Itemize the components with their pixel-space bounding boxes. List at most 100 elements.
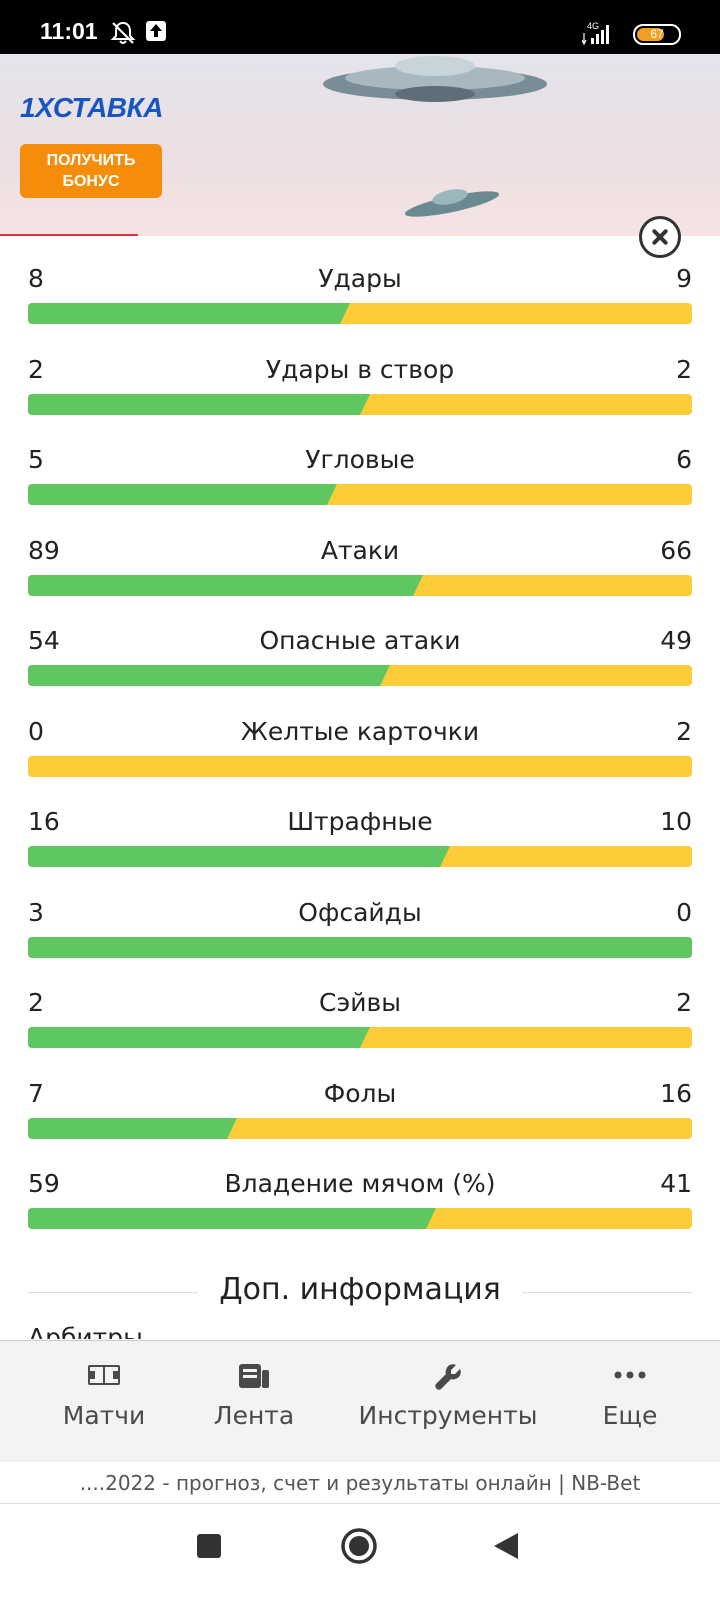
upload-icon [146,21,166,41]
bottom-nav: Матчи Лента Инструменты Еще [0,1340,720,1462]
stat-head: 2 Удары в створ 2 [28,353,692,393]
stat-away-value: 0 [676,897,692,927]
get-bonus-button[interactable]: ПОЛУЧИТЬ БОНУС [20,144,162,198]
stat-home-value: 54 [28,626,60,655]
divider-right [522,1292,692,1293]
home-icon[interactable] [340,1527,378,1565]
stat-label: Фолы [323,1078,397,1108]
get-bonus-line1: ПОЛУЧИТЬ [46,152,136,169]
battery-fill [637,28,664,41]
stat-home-value: 59 [28,1169,60,1198]
ufo-illustration [323,56,547,102]
stat-bar-home [28,1208,437,1229]
stat-row: 2 Сэйвы 2 [28,986,692,1077]
nav-item-feed[interactable]: Лента [196,1341,312,1463]
stat-bar [28,574,692,596]
stat-bar-home [28,393,370,415]
stat-bar [28,1208,692,1229]
stat-label: Штрафные [287,807,433,836]
ad-banner[interactable]: 1ХСТАВКА ПОЛУЧИТЬ БОНУС [0,54,720,236]
stat-row: 54 Опасные атаки 49 [28,624,692,715]
stat-away-value: 16 [660,1078,692,1108]
stat-label: Удары [318,264,402,293]
stat-bar-home [28,846,450,867]
stat-bar [28,665,692,686]
stat-bar-home [28,936,692,958]
network-label: 4G [587,21,600,31]
stat-label: Атаки [320,535,400,565]
stat-head: 2 Сэйвы 2 [28,986,692,1026]
stat-home-value: 16 [28,807,60,836]
back-icon[interactable] [492,1531,520,1561]
stat-bar [28,846,692,867]
stat-row: 59 Владение мячом (%) 41 [28,1167,692,1258]
nav-item-matches[interactable]: Матчи [40,1341,168,1463]
stat-home-value: 8 [28,264,44,293]
stat-away-value: 2 [676,354,692,384]
stat-head: 0 Желтые карточки 2 [28,715,692,755]
android-nav-bar [0,1505,720,1600]
stat-label: Удары в створ [265,354,455,384]
stat-label: Опасные атаки [259,626,461,655]
stat-home-value: 7 [28,1078,44,1108]
close-ad-icon[interactable] [639,216,681,258]
stat-row: 0 Желтые карточки 2 [28,715,692,806]
nav-item-tools[interactable]: Инструменты [348,1341,548,1463]
stat-head: 16 Штрафные 10 [28,805,692,845]
stat-away-value: 10 [660,807,692,836]
stat-row: 2 Удары в створ 2 [28,353,692,444]
stat-head: 59 Владение мячом (%) 41 [28,1167,692,1207]
stat-row: 8 Удары 9 [28,262,692,353]
stat-label: Владение мячом (%) [224,1169,496,1198]
stat-label: Угловые [305,445,415,474]
divider-left [28,1292,198,1293]
stat-bar-home [28,1027,370,1048]
nav-label-tools: Инструменты [358,1401,538,1430]
stat-home-value: 3 [28,897,44,927]
nav-label-more: Еще [602,1401,658,1430]
stat-away-value: 2 [676,988,692,1017]
stat-home-value: 0 [28,716,44,746]
extra-info-partial: Арбитры... [28,1323,167,1339]
more-icon [614,1371,646,1379]
stat-bar [28,936,692,958]
stat-row: 5 Угловые 6 [28,443,692,534]
signal-icon [582,25,609,46]
stat-away-value: 41 [660,1169,692,1198]
stat-home-value: 2 [28,988,44,1017]
recent-apps-icon[interactable] [196,1533,222,1559]
stat-head: 8 Удары 9 [28,262,692,302]
stat-bar [28,1027,692,1048]
stat-bar [28,484,692,505]
field-icon [88,1365,120,1385]
stat-head: 89 Атаки 66 [28,534,692,574]
battery-icon: 67 [633,24,681,45]
ad-divider [0,234,138,236]
nav-label-matches: Матчи [62,1401,146,1430]
stat-bar [28,303,692,324]
stat-away-value: 49 [660,626,692,655]
stat-bar-home [28,484,337,505]
stat-bar [28,1117,692,1139]
stat-away-value: 9 [676,264,692,293]
stat-label: Офсайды [298,897,422,927]
stat-head: 7 Фолы 16 [28,1077,692,1117]
stat-head: 3 Офсайды 0 [28,896,692,936]
wrench-icon [435,1364,461,1390]
stat-label: Сэйвы [319,988,401,1017]
stat-label: Желтые карточки [240,716,480,746]
status-bar: 11:01 4G 67 [0,0,720,54]
stat-row: 3 Офсайды 0 [28,896,692,987]
stat-home-value: 5 [28,445,44,474]
stat-row: 89 Атаки 66 [28,534,692,625]
get-bonus-line2: БОНУС [62,173,120,190]
stat-away-value: 2 [676,716,692,746]
status-time: 11:01 [40,18,98,44]
nav-item-more[interactable]: Еще [580,1341,680,1463]
stat-bar-home [28,1117,238,1139]
stat-bar-home [28,303,351,324]
news-icon [239,1364,269,1388]
stat-away-value: 66 [660,535,692,565]
stat-bar [28,393,692,415]
stat-head: 5 Угловые 6 [28,443,692,483]
